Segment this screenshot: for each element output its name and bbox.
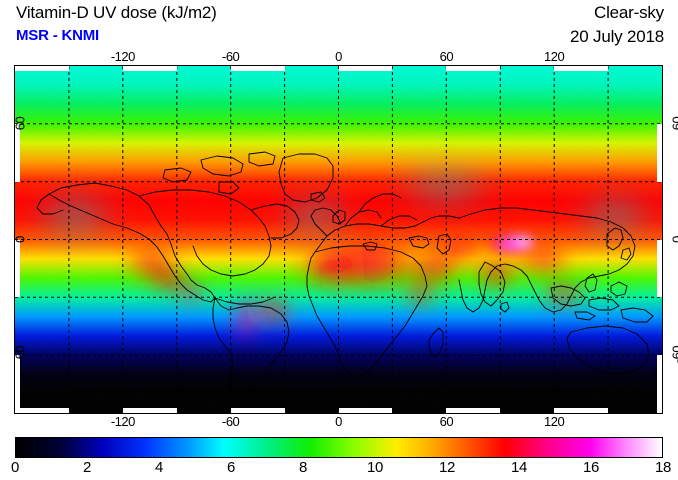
page-title: Vitamin-D UV dose (kJ/m2) [16,3,217,22]
data-source-label: MSR - KNMI [16,27,99,44]
top-longitude-label: 120 [544,49,565,64]
axis-tick-segment [446,66,501,71]
colorbar-tick-label: 14 [510,459,528,476]
plot-frame-top [14,65,663,66]
colorbar-tick-label: 16 [582,459,600,476]
axis-tick-segment [554,408,609,413]
axis-tick-segment [338,66,393,71]
right-latitude-label: 0 [670,219,678,259]
condition-label: Clear-sky [594,3,664,22]
axis-tick-segment [122,66,177,71]
top-longitude-label: 0 [335,49,342,64]
left-latitude-label: 0 [12,235,28,243]
axis-tick-segment [338,408,393,413]
left-latitude-label: -60 [12,346,28,364]
axis-tick-segment [657,123,662,182]
coastlines [15,151,662,407]
right-latitude-label: 60 [669,116,678,131]
colorbar-gradient [16,438,662,457]
axis-tick-segment [446,408,501,413]
colorbar-tick-label: 12 [438,459,456,476]
colorbar-tick-label: 6 [226,459,236,476]
axis-tick-segment [230,66,285,71]
plot-frame-right [662,65,663,414]
plot-frame-left [14,65,15,414]
axis-tick-segment [15,355,20,413]
graticule [15,66,662,413]
axis-tick-segment [15,123,20,182]
date-label: 20 July 2018 [569,27,664,46]
colorbar-tick-label: 8 [298,459,308,476]
colorbar-tick-label: 4 [154,459,164,476]
plot-frame-bottom [14,413,663,414]
colorbar-tick-label: 10 [366,459,384,476]
colorbar-tick-label: 2 [82,459,92,476]
top-longitude-label: -60 [222,49,240,64]
axis-tick-segment [122,408,177,413]
axis-tick-segment [15,408,69,413]
top-longitude-label: -120 [110,49,136,64]
bottom-longitude-label: -120 [110,414,136,429]
map-canvas [15,66,662,413]
bottom-longitude-label: 60 [439,414,454,429]
bottom-longitude-label: 120 [544,414,565,429]
right-latitude-label: -60 [669,346,678,364]
axis-tick-segment [15,66,69,71]
colorbar-tick-label: 18 [654,459,672,476]
left-latitude-label: 60 [12,116,28,131]
bottom-longitude-label: -60 [222,414,240,429]
axis-tick-segment [230,408,285,413]
axis-tick-segment [554,66,609,71]
colorbar-tick-label: 0 [10,459,20,476]
top-longitude-label: 60 [439,49,454,64]
colorbar [15,437,663,458]
axis-tick-segment [657,355,662,413]
uv-dose-heatmap [15,66,662,413]
axis-tick-segment [657,239,662,298]
axis-tick-segment [15,239,20,298]
bottom-longitude-label: 0 [335,414,342,429]
